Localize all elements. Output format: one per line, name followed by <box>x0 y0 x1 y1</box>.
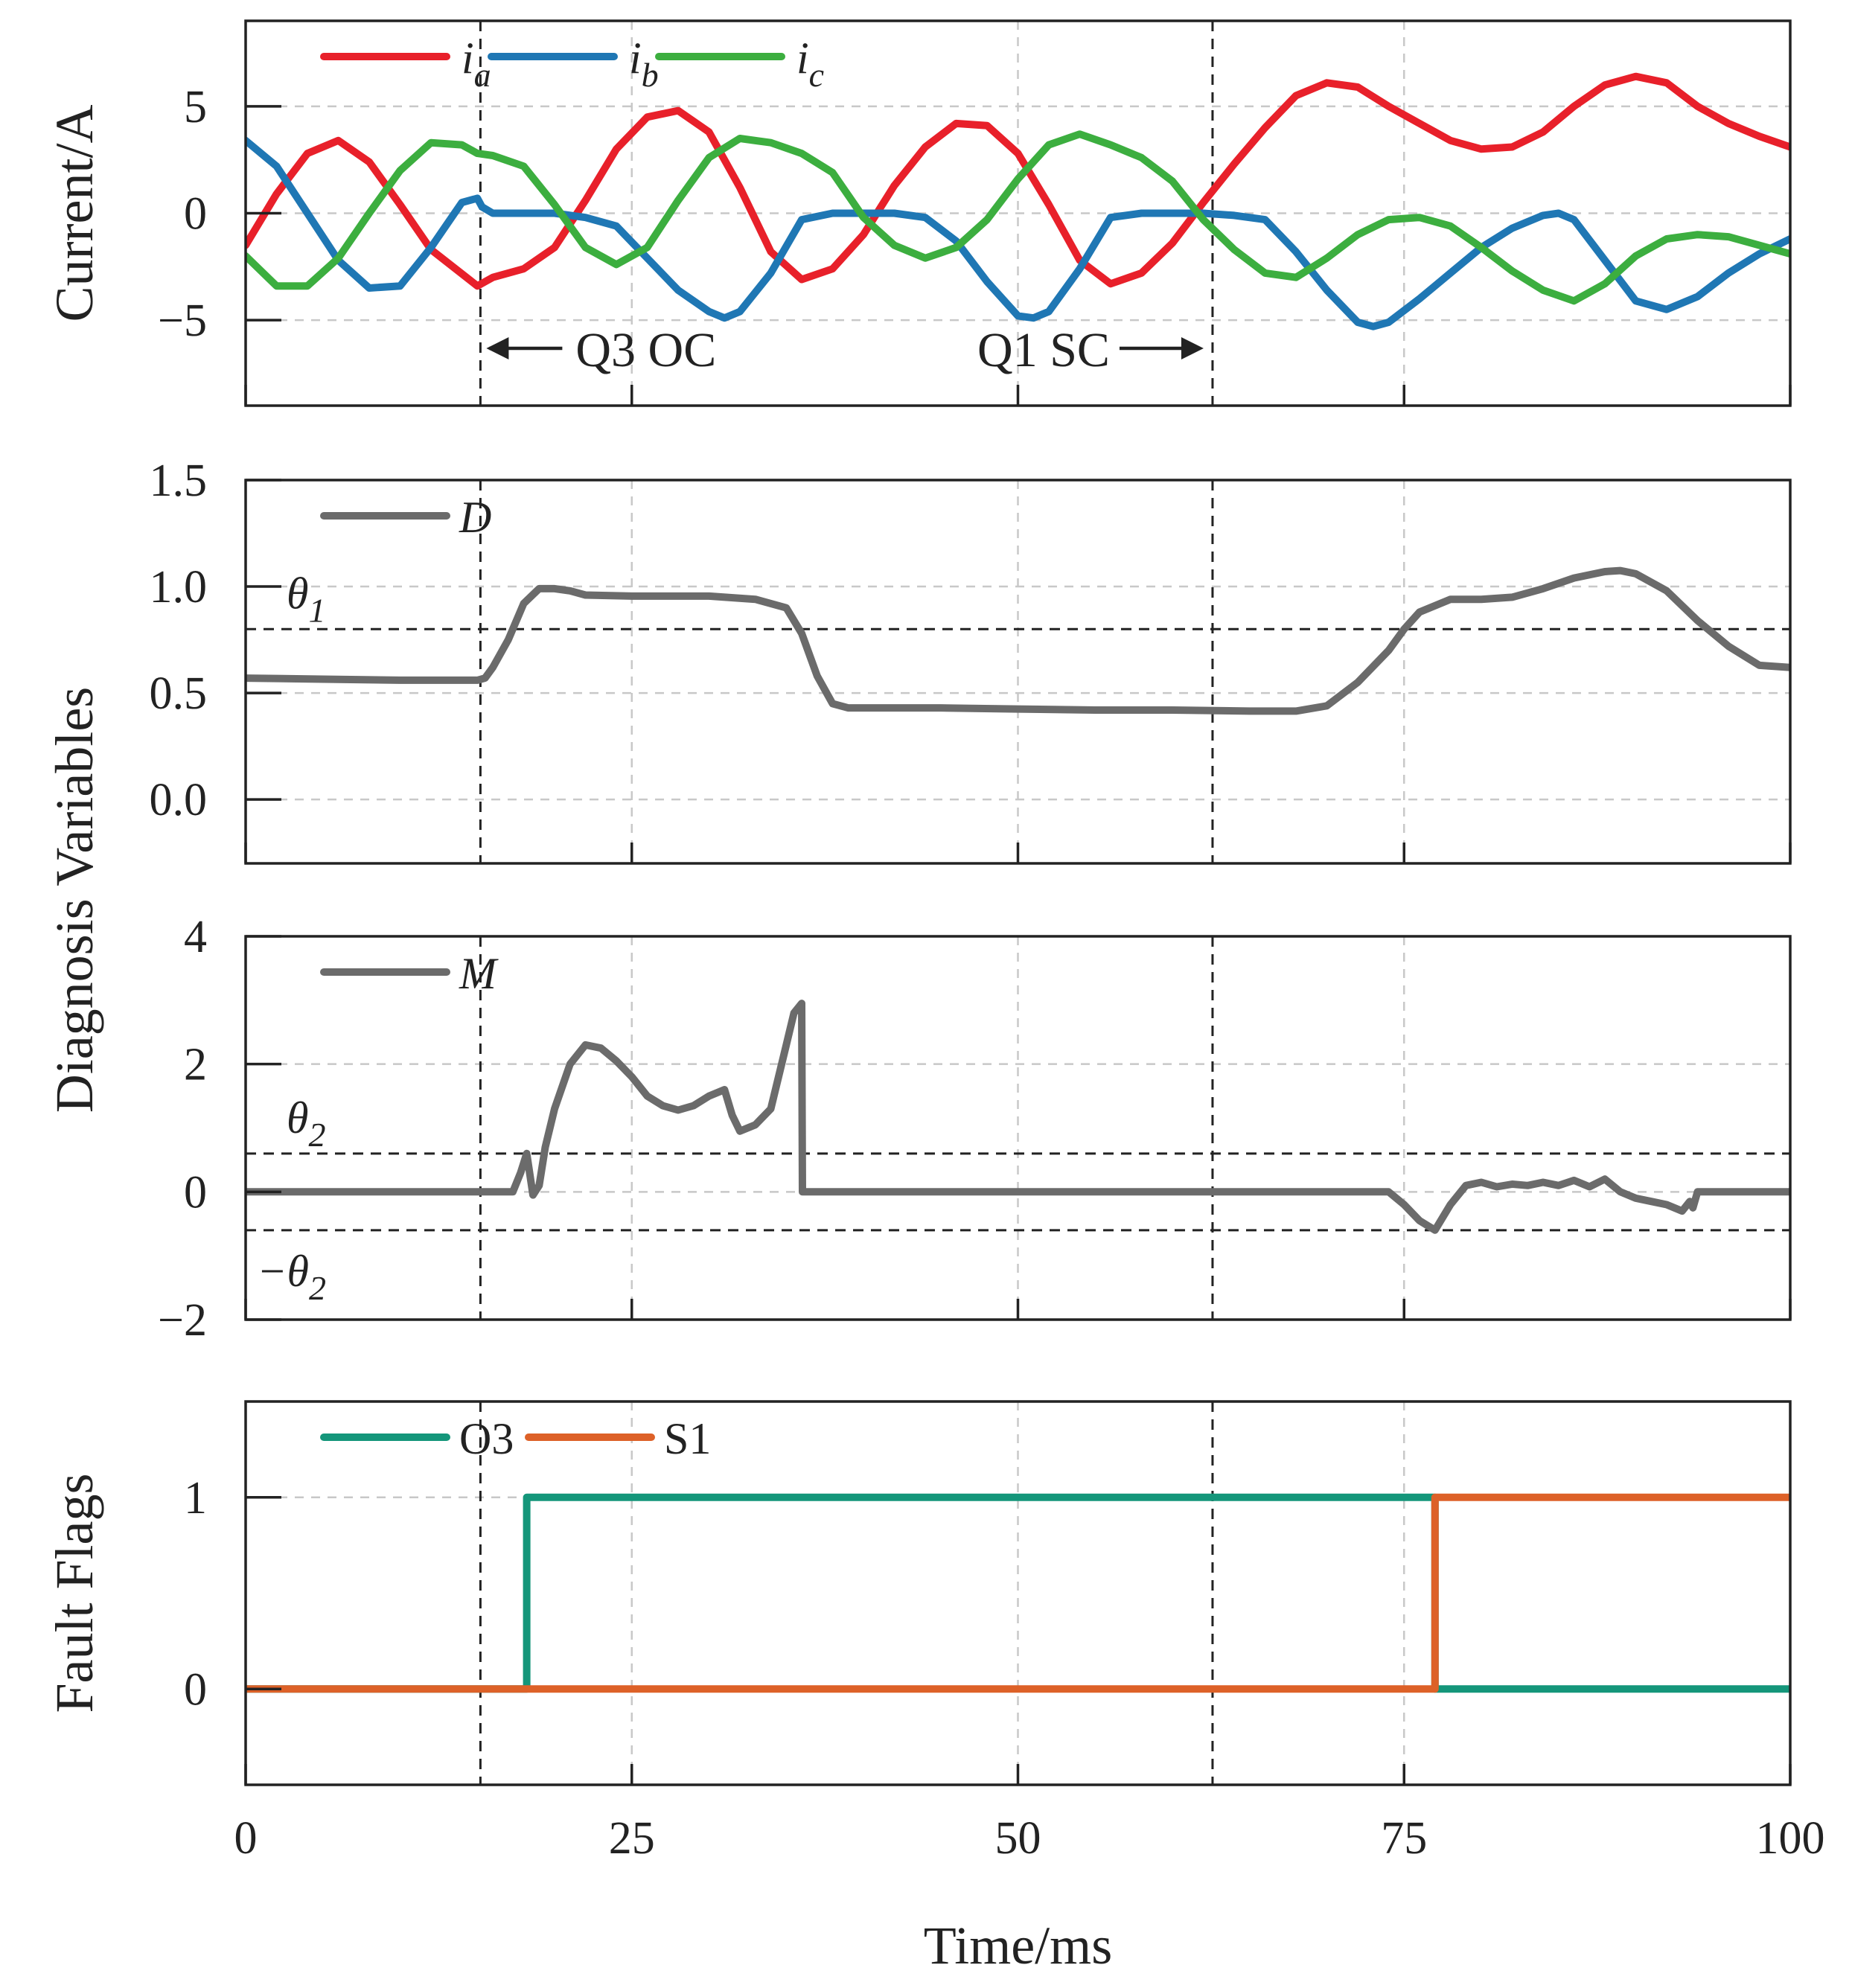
threshold-label-sub: 1 <box>308 591 325 629</box>
y-tick-label: −5 <box>158 295 207 346</box>
annotation-arrow-head <box>486 337 509 359</box>
y-tick-label: 0 <box>184 1664 207 1715</box>
x-axis-title: Time/ms <box>924 1916 1112 1975</box>
threshold-label: θ2 <box>287 1093 325 1154</box>
legend-label-i_a-main: i <box>462 33 474 83</box>
series-line-M <box>246 1000 1790 1234</box>
threshold-label-main: θ <box>287 1093 308 1142</box>
y-tick-label: 5 <box>184 82 207 132</box>
legend-label-i_c-main: i <box>796 33 809 83</box>
y-axis-title: Current/A <box>45 105 104 322</box>
threshold-label-main: θ <box>287 569 308 618</box>
panel-M: 4 2 0 −2 M Diagnosis Variables <box>45 687 1792 1346</box>
y-tick-label: 0 <box>184 1167 207 1218</box>
annotation-label: Q1 SC <box>977 323 1110 377</box>
threshold-label-main: −θ <box>257 1247 309 1296</box>
y-tick-label: 0 <box>184 189 207 240</box>
legend-label-i_c: ic <box>796 33 824 94</box>
panel-currents: 5 0 −5 Q3 OC Q1 SC Current/A <box>45 19 1792 407</box>
threshold-label: θ1 <box>287 569 325 629</box>
series-line-i_a <box>246 72 1790 290</box>
legend-label-M: M <box>459 949 499 998</box>
legend-label-i_c-sub: c <box>809 56 824 94</box>
x-tick-label: 50 <box>995 1813 1041 1864</box>
y-tick-label: 2 <box>184 1040 207 1090</box>
y-tick-label: 1.0 <box>150 562 208 613</box>
panel-flags: 1 0 O3 S1 Fault Flags 0 25 50 75 100 Time/ms <box>45 1400 1825 1975</box>
legend-label-i_b: ib <box>629 33 659 94</box>
threshold-label-sub: 2 <box>309 1269 326 1307</box>
series-line-i_c <box>246 130 1790 305</box>
annotation-label: Q3 OC <box>575 323 716 377</box>
legend-label-i_b-sub: b <box>642 56 659 94</box>
y-axis-title-shared: Diagnosis Variables <box>45 687 104 1113</box>
y-tick-label: 0.5 <box>150 668 208 719</box>
threshold-label: −θ2 <box>257 1247 326 1307</box>
y-tick-label: 4 <box>184 912 207 962</box>
x-tick-label: 0 <box>234 1813 258 1864</box>
y-tick-label: 1 <box>184 1473 207 1524</box>
panel-D: 1.5 1.0 0.5 0.0 D <box>150 456 1792 865</box>
legend-label-i_b-main: i <box>629 33 642 83</box>
y-axis-title: Fault Flags <box>45 1473 104 1713</box>
y-tick-label: 1.5 <box>150 456 208 506</box>
series-line-S1 <box>246 1493 1790 1693</box>
legend-label-O3: O3 <box>459 1414 514 1463</box>
series-line-O3 <box>246 1493 1790 1693</box>
legend-label-S1: S1 <box>664 1414 711 1463</box>
threshold-label-sub: 2 <box>308 1116 325 1154</box>
annotation-arrow-head <box>1181 337 1204 359</box>
legend-label-D: D <box>459 493 491 542</box>
legend-label-i_a-sub: a <box>474 56 491 94</box>
y-tick-label: 0.0 <box>150 775 208 825</box>
x-tick-label: 75 <box>1381 1813 1427 1864</box>
x-tick-label: 25 <box>609 1813 655 1864</box>
y-tick-label: −2 <box>158 1295 207 1346</box>
series-line-i_b <box>246 136 1790 330</box>
x-tick-label: 100 <box>1756 1813 1825 1864</box>
series-line-D <box>246 566 1790 715</box>
legend-label-i_a: ia <box>462 33 491 94</box>
